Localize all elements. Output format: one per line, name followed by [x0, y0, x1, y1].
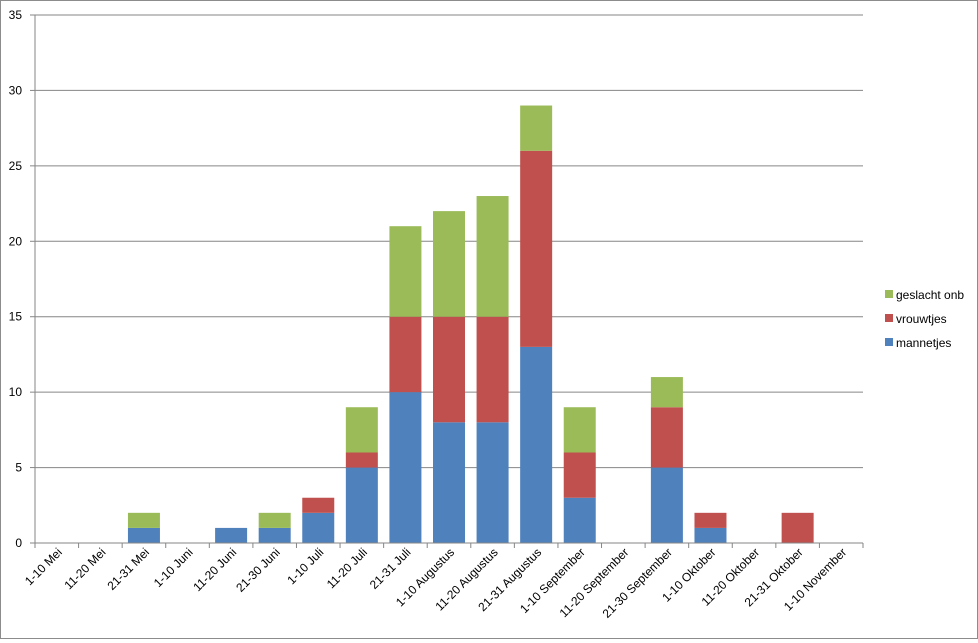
bar-geslacht-onb	[563, 407, 596, 453]
bar-vrouwtjes	[563, 452, 596, 498]
x-tick-label: 11-20 Juni	[190, 545, 239, 594]
bar-mannetjes	[694, 527, 727, 543]
bar-mannetjes	[215, 527, 248, 543]
x-tick-label: 11-20 Mei	[61, 545, 108, 592]
y-tick-label: 35	[9, 8, 23, 22]
bar-vrouwtjes	[476, 316, 509, 423]
y-tick-label: 20	[9, 234, 23, 248]
y-tick-label: 25	[9, 159, 23, 173]
bar-mannetjes	[520, 346, 553, 543]
legend-label: vrouwtjes	[896, 312, 947, 326]
bar-geslacht-onb	[433, 211, 465, 317]
legend-swatch	[885, 338, 893, 346]
bar-mannetjes	[476, 422, 509, 543]
y-tick-label: 10	[9, 385, 23, 399]
bar-vrouwtjes	[781, 512, 814, 543]
bar-mannetjes	[650, 467, 683, 543]
bar-geslacht-onb	[258, 512, 291, 528]
bar-vrouwtjes	[389, 316, 422, 393]
x-tick-label: 1-10 Mei	[22, 545, 65, 588]
bar-vrouwtjes	[345, 452, 378, 468]
bar-geslacht-onb	[520, 105, 553, 151]
bar-geslacht-onb	[345, 407, 378, 453]
x-tick-label: 11-20 Juli	[324, 545, 370, 591]
bar-mannetjes	[127, 527, 160, 543]
x-tick-label: 21-30 Juni	[233, 545, 283, 595]
bar-vrouwtjes	[520, 150, 553, 347]
bar-vrouwtjes	[302, 497, 335, 513]
legend-swatch	[885, 314, 893, 322]
bar-geslacht-onb	[650, 377, 683, 408]
bar-vrouwtjes	[433, 316, 465, 423]
bar-vrouwtjes	[694, 512, 727, 528]
bar-mannetjes	[433, 422, 465, 543]
bar-geslacht-onb	[127, 512, 160, 528]
bar-geslacht-onb	[476, 196, 509, 317]
bar-geslacht-onb	[389, 226, 422, 317]
bar-mannetjes	[345, 467, 378, 543]
y-tick-label: 5	[15, 461, 22, 475]
y-tick-label: 30	[9, 83, 23, 97]
x-tick-label: 21-31 Mei	[104, 545, 152, 593]
y-tick-label: 0	[15, 536, 22, 550]
legend-label: geslacht onb	[896, 288, 964, 302]
legend-label: mannetjes	[896, 336, 951, 350]
bar-mannetjes	[389, 392, 422, 543]
y-tick-label: 15	[9, 310, 23, 324]
x-tick-label: 1-10 Juni	[151, 545, 196, 590]
bar-vrouwtjes	[650, 407, 683, 468]
legend: geslacht onb vrouwtjes mannetjes	[885, 288, 964, 350]
legend-swatch	[885, 290, 893, 298]
bar-mannetjes	[258, 527, 291, 543]
bars	[127, 105, 814, 543]
bar-mannetjes	[563, 497, 596, 543]
x-tick-label: 1-10 Juli	[284, 545, 326, 587]
bar-mannetjes	[302, 512, 335, 543]
